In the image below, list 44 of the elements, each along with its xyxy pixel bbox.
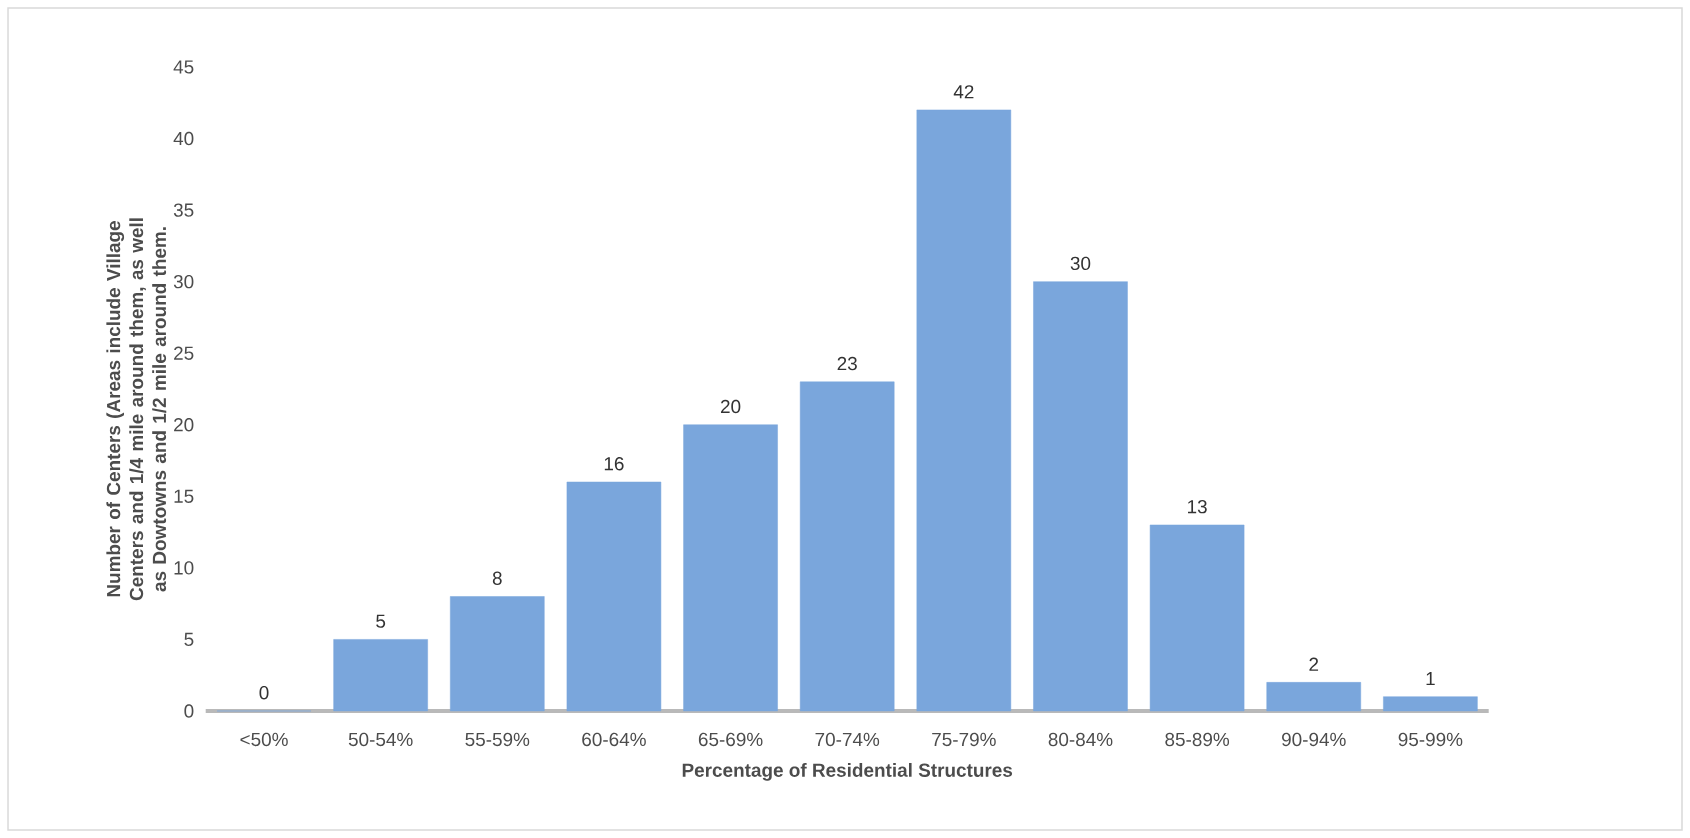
bar [799,381,895,712]
y-tick-label: 30 [173,274,194,289]
data-label: 16 [604,457,624,471]
data-label: 8 [492,571,502,585]
data-label: 42 [953,85,974,99]
x-tick-label: 90-94% [1282,732,1346,747]
data-label: 13 [1188,499,1207,514]
y-tick-label: 45 [173,60,194,74]
x-tick-label: 80-84% [1048,732,1113,747]
bar [1266,682,1361,712]
x-tick-label: 60-64% [582,732,646,747]
x-tick-label: 95-99% [1398,732,1463,747]
data-label: 1 [1426,672,1435,686]
y-tick-label: 35 [173,203,194,217]
y-tick-label: 40 [173,131,194,146]
bar [333,639,428,712]
bar [1033,281,1128,712]
data-label: 2 [1309,657,1319,671]
x-axis-title: Percentage of Residential Structures [682,763,1013,781]
x-tick-label: 85-89% [1165,732,1230,747]
y-tick-label: 0 [184,704,194,718]
x-tick-label: 70-74% [815,732,880,747]
data-label: 20 [720,399,741,414]
bar [1149,524,1245,712]
x-tick-label: 75-79% [932,732,996,747]
data-label: 30 [1070,256,1091,271]
x-tick-label: 50-54% [348,732,413,747]
data-label: 23 [837,356,857,371]
x-tick-label: 55-59% [465,732,530,747]
y-tick-label: 15 [174,489,194,503]
y-tick-label: 20 [174,418,194,432]
y-axis-title: Number of Centers (Areas include Village Centers and 1/4 mile around them, as well as Dowtowns and 1/2 mile around them. [106,218,167,601]
bar [566,481,662,712]
bar [916,109,1012,712]
bar [683,424,778,712]
bar [1383,696,1478,712]
data-label: 5 [376,614,386,628]
y-tick-label: 25 [174,346,194,360]
x-tick-label: 65-69% [698,732,763,747]
data-label: 0 [259,686,269,700]
y-tick-label: 5 [184,632,194,647]
x-tick-label: <50% [240,732,288,747]
y-tick-label: 10 [174,561,194,575]
bar [450,596,545,712]
